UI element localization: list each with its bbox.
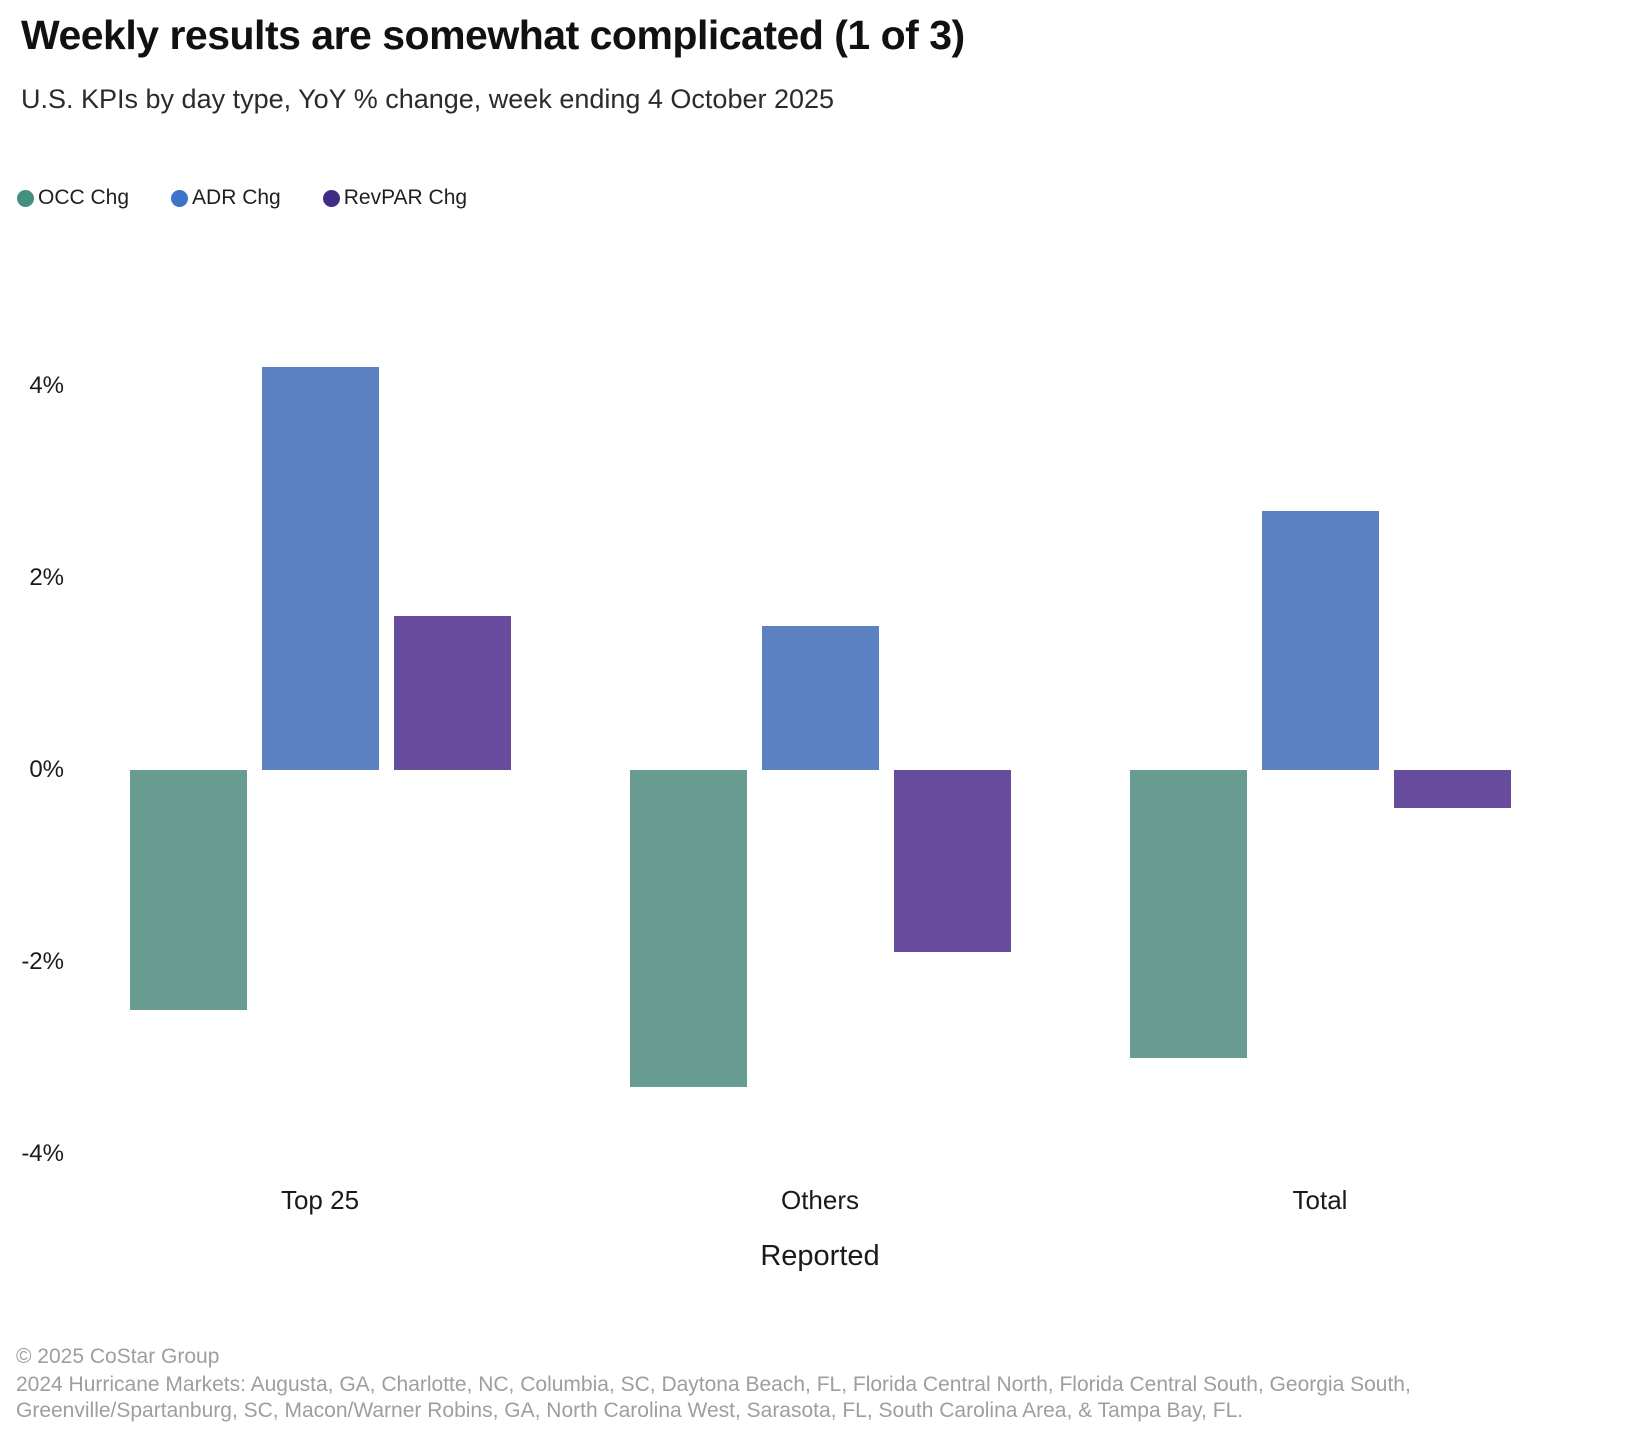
- legend-dot-icon: [322, 189, 340, 207]
- bar-occ-chg-top-25: [129, 770, 247, 1010]
- page-subtitle: U.S. KPIs by day type, YoY % change, wee…: [21, 84, 835, 114]
- legend-item-occ-chg: OCC Chg: [17, 186, 129, 210]
- legend-item-label: ADR Chg: [192, 186, 281, 209]
- x-category-label: Others: [780, 1185, 860, 1215]
- x-category-label: Total: [1292, 1185, 1348, 1215]
- chart-legend: OCC Chg ADR Chg RevPAR Chg: [17, 186, 467, 210]
- bar-revpar-chg-top-25: [393, 616, 511, 770]
- legend-item-revpar-chg: RevPAR Chg: [322, 186, 468, 210]
- legend-dot-icon: [171, 189, 189, 207]
- y-axis-tick-label: 4%: [29, 372, 64, 399]
- legend-item-label: OCC Chg: [38, 186, 130, 209]
- y-axis-tick-label: 2%: [29, 564, 64, 591]
- bar-revpar-chg-total: [1393, 770, 1511, 809]
- x-axis-title: Reported: [760, 1240, 880, 1272]
- footer: © 2025 CoStar Group 2024 Hurricane Marke…: [16, 1344, 1631, 1424]
- y-axis-tick-label: -2%: [21, 948, 64, 975]
- legend-item-adr-chg: ADR Chg: [171, 186, 281, 210]
- bar-revpar-chg-others: [893, 770, 1011, 953]
- hurricane-markets-note: 2024 Hurricane Markets: Augusta, GA, Cha…: [16, 1373, 1411, 1422]
- bar-occ-chg-others: [629, 770, 747, 1087]
- bar-adr-chg-total: [1261, 510, 1379, 770]
- bar-occ-chg-total: [1129, 770, 1247, 1058]
- copyright-text: © 2025 CoStar Group: [16, 1345, 220, 1368]
- legend-dot-icon: [17, 189, 34, 207]
- y-axis-tick-label: -4%: [21, 1140, 64, 1167]
- bar-adr-chg-top-25: [261, 366, 379, 770]
- x-category-label: Top 25: [280, 1185, 360, 1215]
- legend-item-label: RevPAR Chg: [343, 186, 468, 209]
- y-axis-tick-label: 0%: [29, 756, 64, 783]
- page-title: Weekly results are somewhat complicated …: [21, 12, 965, 58]
- bar-adr-chg-others: [761, 626, 879, 770]
